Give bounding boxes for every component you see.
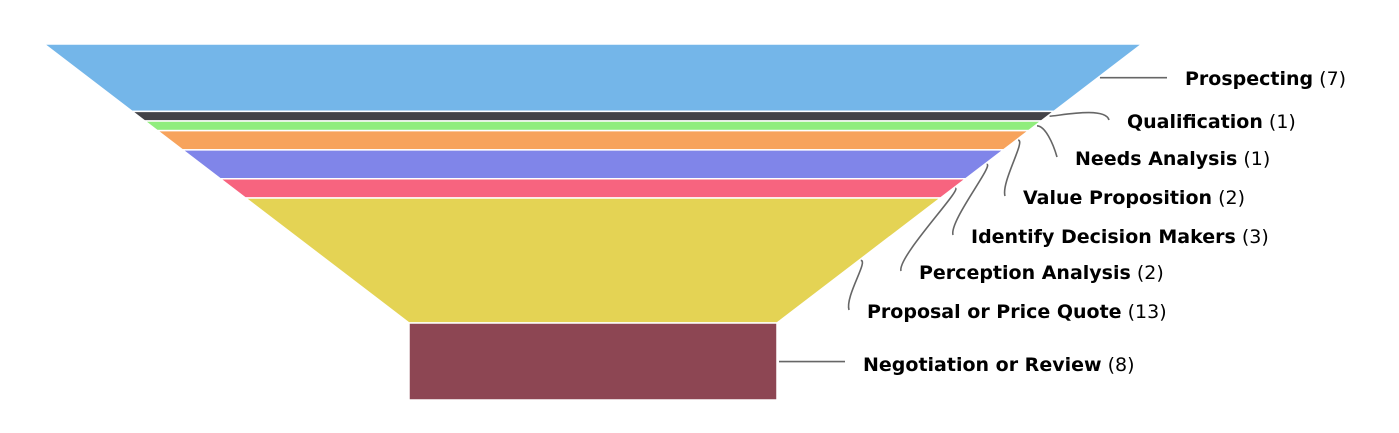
connector-value-proposition <box>1003 139 1021 197</box>
funnel-segment-prospecting[interactable] <box>41 43 1145 113</box>
funnel-segment-negotiation-or-review[interactable] <box>408 322 778 401</box>
label-prospecting: Prospecting (7) <box>1185 68 1346 90</box>
funnel-segment-identify-decision-makers[interactable] <box>180 149 1006 180</box>
connector-identify-decision-makers <box>952 163 989 236</box>
label-negotiation-or-review: Negotiation or Review (8) <box>863 354 1135 376</box>
connector-needs-analysis <box>1036 124 1058 158</box>
label-value-proposal-or-price-quote: (13) <box>1122 301 1167 323</box>
label-value-identify-decision-makers: (3) <box>1236 226 1269 248</box>
label-name-perception-analysis: Perception Analysis <box>919 262 1131 284</box>
label-value-qualification: (1) <box>1263 111 1296 133</box>
label-value-value-proposition: (2) <box>1212 187 1245 209</box>
funnel-segment-value-proposition[interactable] <box>155 129 1031 151</box>
label-value-needs-analysis: (1) <box>1237 148 1270 170</box>
label-name-negotiation-or-review: Negotiation or Review <box>863 354 1102 376</box>
connector-qualification <box>1049 111 1110 121</box>
funnel-segment-qualification[interactable] <box>129 110 1057 122</box>
label-value-negotiation-or-review: (8) <box>1102 354 1135 376</box>
label-needs-analysis: Needs Analysis (1) <box>1075 148 1270 170</box>
label-perception-analysis: Perception Analysis (2) <box>919 262 1164 284</box>
connector-perception-analysis <box>900 187 957 272</box>
label-qualification: Qualification (1) <box>1127 111 1296 133</box>
funnel-segment-perception-analysis[interactable] <box>218 177 968 199</box>
label-name-identify-decision-makers: Identify Decision Makers <box>971 226 1236 248</box>
label-identify-decision-makers: Identify Decision Makers (3) <box>971 226 1269 248</box>
label-value-proposition: Value Proposition (2) <box>1023 187 1245 209</box>
label-name-value-proposition: Value Proposition <box>1023 187 1212 209</box>
label-value-prospecting: (7) <box>1313 68 1346 90</box>
connector-proposal-or-price-quote <box>847 259 864 311</box>
funnel-segment-needs-analysis[interactable] <box>142 120 1044 132</box>
funnel-segment-proposal-or-price-quote[interactable] <box>243 197 943 324</box>
label-name-prospecting: Prospecting <box>1185 68 1313 90</box>
label-proposal-or-price-quote: Proposal or Price Quote (13) <box>867 301 1167 323</box>
label-name-proposal-or-price-quote: Proposal or Price Quote <box>867 301 1122 323</box>
label-name-needs-analysis: Needs Analysis <box>1075 148 1237 170</box>
label-name-qualification: Qualification <box>1127 111 1263 133</box>
label-value-perception-analysis: (2) <box>1131 262 1164 284</box>
